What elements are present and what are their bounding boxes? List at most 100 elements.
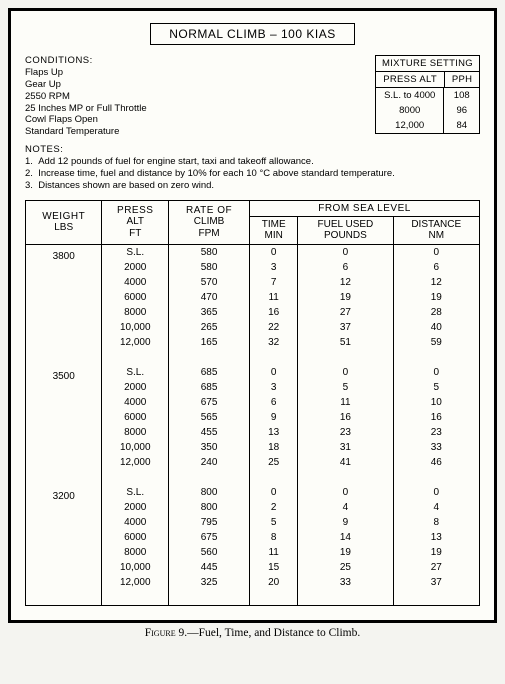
cell-roc: 565 [169, 410, 250, 425]
cell-roc: 470 [169, 290, 250, 305]
cell-dist: 37 [393, 575, 480, 590]
cell-fuel: 14 [298, 530, 393, 545]
th-rate: RATE OF CLIMB FPM [169, 200, 250, 244]
cell-time: 0 [250, 485, 298, 500]
weight-cell: 3200 [26, 485, 102, 606]
cell-dist: 28 [393, 305, 480, 320]
cell-dist: 13 [393, 530, 480, 545]
note-item: 2. Increase time, fuel and distance by 1… [25, 168, 480, 180]
cell-dist: 0 [393, 485, 480, 500]
cond-line: Flaps Up [25, 67, 147, 79]
cell-time: 0 [250, 365, 298, 380]
cell-time: 11 [250, 545, 298, 560]
mixture-table: MIXTURE SETTING PRESS ALT PPH S.L. to 40… [375, 55, 480, 134]
weight-cell: 3500 [26, 365, 102, 485]
cell-roc: 675 [169, 530, 250, 545]
cell-alt: 6000 [102, 290, 169, 305]
mixture-pph: 108 [444, 88, 479, 103]
cell-dist: 12 [393, 275, 480, 290]
table-row: 3800S.L.580000 [26, 244, 480, 260]
cell-time: 25 [250, 455, 298, 470]
cell-alt: 10,000 [102, 440, 169, 455]
mixture-pph: 96 [444, 103, 479, 118]
cond-line: Gear Up [25, 79, 147, 91]
conditions-block: CONDITIONS: Flaps Up Gear Up 2550 RPM 25… [25, 55, 147, 138]
cell-dist: 19 [393, 545, 480, 560]
cell-alt: S.L. [102, 365, 169, 380]
notes-block: NOTES: 1. Add 12 pounds of fuel for engi… [25, 144, 480, 192]
cell-roc: 570 [169, 275, 250, 290]
cell-dist: 23 [393, 425, 480, 440]
mixture-header: MIXTURE SETTING [375, 56, 479, 72]
cell-alt: 6000 [102, 410, 169, 425]
table-row: 3500S.L.685000 [26, 365, 480, 380]
cell-time: 5 [250, 515, 298, 530]
cell-dist: 46 [393, 455, 480, 470]
cell-roc: 445 [169, 560, 250, 575]
th-weight: WEIGHT LBS [26, 200, 102, 244]
cell-fuel: 0 [298, 244, 393, 260]
cell-alt: 8000 [102, 305, 169, 320]
cell-alt: 6000 [102, 530, 169, 545]
cell-time: 3 [250, 260, 298, 275]
cell-alt: 4000 [102, 395, 169, 410]
cell-roc: 165 [169, 335, 250, 350]
cell-time: 15 [250, 560, 298, 575]
mixture-alt: 8000 [376, 103, 444, 118]
cell-fuel: 41 [298, 455, 393, 470]
cell-fuel: 19 [298, 290, 393, 305]
cell-roc: 675 [169, 395, 250, 410]
cell-fuel: 25 [298, 560, 393, 575]
cell-dist: 40 [393, 320, 480, 335]
cell-fuel: 0 [298, 485, 393, 500]
mixture-pph: 84 [444, 118, 479, 133]
cell-time: 9 [250, 410, 298, 425]
cell-roc: 560 [169, 545, 250, 560]
cell-roc: 265 [169, 320, 250, 335]
cell-alt: 12,000 [102, 335, 169, 350]
cell-fuel: 27 [298, 305, 393, 320]
cell-roc: 580 [169, 260, 250, 275]
cell-fuel: 31 [298, 440, 393, 455]
conditions-label: CONDITIONS: [25, 55, 147, 67]
cell-roc: 795 [169, 515, 250, 530]
th-press-alt: PRESS ALT FT [102, 200, 169, 244]
cond-line: Cowl Flaps Open [25, 114, 147, 126]
mixture-alt: 12,000 [376, 118, 444, 133]
cell-dist: 59 [393, 335, 480, 350]
cell-roc: 240 [169, 455, 250, 470]
cell-fuel: 16 [298, 410, 393, 425]
cell-alt: 10,000 [102, 320, 169, 335]
cell-alt: 2000 [102, 260, 169, 275]
cell-roc: 580 [169, 244, 250, 260]
cell-time: 11 [250, 290, 298, 305]
th-from-sea-level: FROM SEA LEVEL [250, 200, 480, 216]
cell-fuel: 51 [298, 335, 393, 350]
notes-label: NOTES: [25, 144, 480, 156]
cell-fuel: 0 [298, 365, 393, 380]
cell-fuel: 23 [298, 425, 393, 440]
figure-caption: Figure 9.—Fuel, Time, and Distance to Cl… [8, 627, 497, 639]
cell-fuel: 19 [298, 545, 393, 560]
th-time: TIMEMIN [250, 216, 298, 244]
mixture-col-alt: PRESS ALT [375, 72, 444, 88]
cell-time: 7 [250, 275, 298, 290]
cell-dist: 5 [393, 380, 480, 395]
table-row: 3200S.L.800000 [26, 485, 480, 500]
cell-alt: 8000 [102, 425, 169, 440]
cell-alt: 10,000 [102, 560, 169, 575]
cell-fuel: 12 [298, 275, 393, 290]
cond-line: 2550 RPM [25, 91, 147, 103]
cell-dist: 33 [393, 440, 480, 455]
cell-roc: 800 [169, 485, 250, 500]
cell-time: 32 [250, 335, 298, 350]
cell-fuel: 6 [298, 260, 393, 275]
climb-table: WEIGHT LBS PRESS ALT FT RATE OF CLIMB FP… [25, 200, 480, 606]
cell-time: 22 [250, 320, 298, 335]
cell-dist: 27 [393, 560, 480, 575]
cell-roc: 800 [169, 500, 250, 515]
cell-time: 3 [250, 380, 298, 395]
cell-dist: 6 [393, 260, 480, 275]
cell-roc: 685 [169, 380, 250, 395]
cell-fuel: 5 [298, 380, 393, 395]
